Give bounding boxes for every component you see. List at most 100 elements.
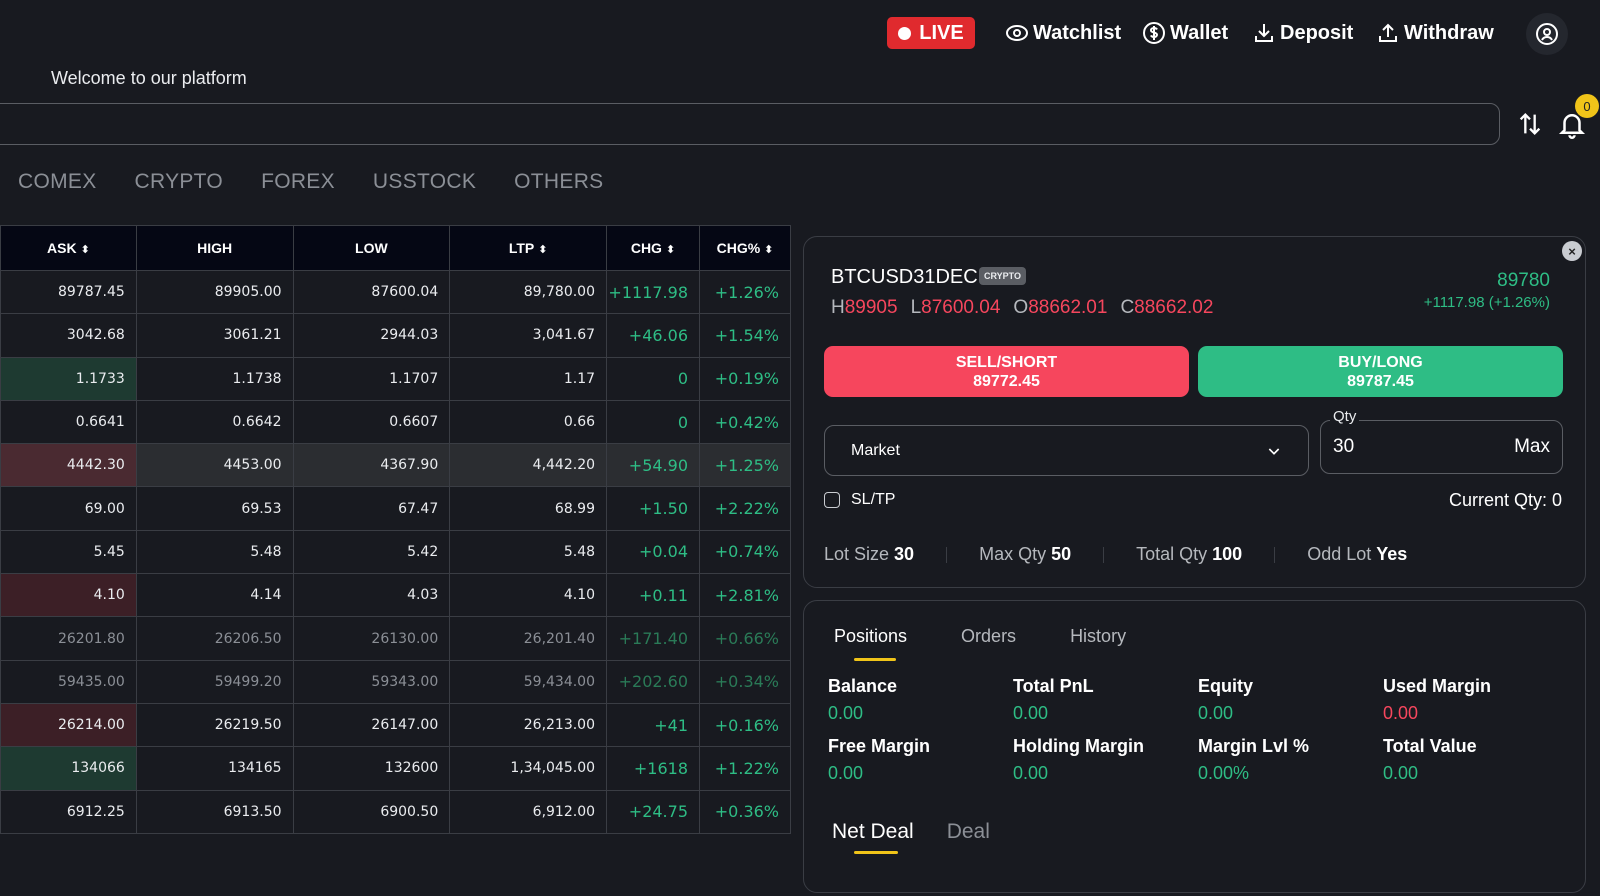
cell-chgp: +1.26% — [699, 269, 791, 315]
live-badge[interactable]: LIVE — [887, 17, 975, 49]
cell-chg: +1117.98 — [606, 269, 700, 315]
stat-total-pnl: Total PnL 0.00 — [1013, 676, 1094, 723]
sell-short-button[interactable]: SELL/SHORT 89772.45 — [824, 346, 1189, 397]
ohlc-close: 88662.02 — [1134, 297, 1214, 318]
cell-ltp: 4,442.20 — [449, 443, 608, 488]
close-icon[interactable]: × — [1562, 241, 1582, 261]
order-type-select[interactable]: Market — [824, 425, 1309, 476]
table-row[interactable]: 26201.80 26206.50 26130.00 26,201.40 +17… — [0, 616, 791, 661]
cell-low: 26147.00 — [292, 702, 451, 748]
nav-deposit[interactable]: Deposit — [1252, 19, 1353, 47]
cell-chg: +202.60 — [606, 659, 700, 704]
live-dot-icon — [898, 26, 912, 40]
tab-positions[interactable]: Positions — [834, 626, 908, 661]
qty-label: Qty — [1330, 408, 1360, 425]
cell-ltp: 59,434.00 — [449, 659, 608, 704]
tab-crypto[interactable]: CRYPTO — [134, 170, 224, 193]
cell-chg: +1618 — [606, 746, 700, 791]
tab-net-deal[interactable]: Net Deal — [832, 820, 914, 854]
table-row[interactable]: 6912.25 6913.50 6900.50 6,912.00 +24.75 … — [0, 789, 791, 834]
cell-chg: +171.40 — [606, 616, 700, 661]
nav-wallet[interactable]: Wallet — [1142, 19, 1228, 47]
positions-tabs: Positions Orders History — [834, 626, 1127, 661]
cell-ltp: 26,213.00 — [449, 702, 608, 748]
tab-comex[interactable]: COMEX — [18, 170, 97, 193]
table-row[interactable]: 89787.45 89905.00 87600.04 89,780.00 +11… — [0, 269, 791, 315]
col-chgp[interactable]: CHG% ⬍ — [699, 225, 791, 271]
cell-low: 87600.04 — [292, 269, 451, 315]
cell-chgp: +2.81% — [699, 573, 791, 618]
cell-low: 4367.90 — [292, 443, 451, 488]
tab-forex[interactable]: FOREX — [261, 170, 335, 193]
cell-ask: 134066 — [0, 746, 137, 791]
table-row[interactable]: 1.1733 1.1738 1.1707 1.17 0 +0.19% — [0, 356, 791, 401]
profile-button[interactable] — [1526, 13, 1568, 55]
table-row[interactable]: 4.10 4.14 4.03 4.10 +0.11 +2.81% — [0, 573, 791, 618]
search-input[interactable] — [0, 103, 1500, 145]
cell-chgp: +0.74% — [699, 529, 791, 575]
eye-icon — [1006, 25, 1028, 41]
cell-chgp: +0.34% — [699, 659, 791, 704]
chevron-down-icon — [1268, 447, 1280, 455]
table-row[interactable]: 69.00 69.53 67.47 68.99 +1.50 +2.22% — [0, 486, 791, 531]
cell-chgp: +0.66% — [699, 616, 791, 661]
tab-deal[interactable]: Deal — [946, 820, 990, 843]
stat-margin-level: Margin Lvl % 0.00% — [1198, 736, 1310, 783]
cell-chg: +1.50 — [606, 486, 700, 531]
sltp-checkbox[interactable] — [824, 492, 840, 508]
table-row[interactable]: 5.45 5.48 5.42 5.48 +0.04 +0.74% — [0, 529, 791, 575]
sort-arrows-icon[interactable] — [1516, 110, 1544, 138]
cell-low: 6900.50 — [292, 789, 451, 834]
tab-others[interactable]: OTHERS — [514, 170, 604, 193]
col-chg[interactable]: CHG ⬍ — [606, 225, 700, 271]
cell-low: 1.1707 — [292, 356, 451, 401]
last-price: 89780 — [1497, 270, 1550, 291]
table-row[interactable]: 0.6641 0.6642 0.6607 0.66 0 +0.42% — [0, 399, 791, 445]
qty-input[interactable] — [1333, 436, 1413, 458]
cell-chgp: +1.54% — [699, 313, 791, 358]
cell-ltp: 4.10 — [449, 573, 608, 618]
cell-low: 4.03 — [292, 573, 451, 618]
stat-free-margin: Free Margin 0.00 — [828, 736, 931, 783]
table-row[interactable]: 26214.00 26219.50 26147.00 26,213.00 +41… — [0, 702, 791, 748]
ohlc-line: H89905 L87600.04 O88662.01 C88662.02 — [831, 297, 1214, 318]
col-ask[interactable]: ASK ⬍ — [0, 225, 137, 271]
cell-ltp: 3,041.67 — [449, 313, 608, 358]
cell-high: 1.1738 — [135, 356, 294, 401]
nav-withdraw[interactable]: Withdraw — [1376, 19, 1494, 47]
bell-icon[interactable] — [1557, 108, 1587, 140]
qty-field: Max — [1320, 420, 1563, 474]
table-row[interactable]: 4442.30 4453.00 4367.90 4,442.20 +54.90 … — [0, 443, 791, 488]
user-circle-icon — [1536, 23, 1558, 45]
cell-ltp: 6,912.00 — [449, 789, 608, 834]
table-row[interactable]: 59435.00 59499.20 59343.00 59,434.00 +20… — [0, 659, 791, 704]
cell-chg: +54.90 — [606, 443, 700, 488]
sort-icon: ⬍ — [80, 244, 90, 256]
divider — [1274, 546, 1276, 563]
cell-ask: 0.6641 — [0, 399, 137, 445]
max-button[interactable]: Max — [1514, 436, 1550, 457]
col-ltp[interactable]: LTP ⬍ — [449, 225, 608, 271]
sell-label: SELL/SHORT — [955, 353, 1058, 371]
sltp-toggle[interactable]: SL/TP — [824, 491, 895, 509]
nav-watchlist[interactable]: Watchlist — [1005, 19, 1121, 47]
order-panel — [803, 236, 1586, 588]
divider — [1103, 546, 1105, 563]
buy-label: BUY/LONG — [1338, 353, 1423, 371]
cell-high: 0.6642 — [135, 399, 294, 445]
table-row[interactable]: 134066 134165 132600 1,34,045.00 +1618 +… — [0, 746, 791, 791]
cell-ltp: 26,201.40 — [449, 616, 608, 661]
nav-watchlist-label: Watchlist — [1033, 21, 1122, 44]
nav-deposit-label: Deposit — [1280, 21, 1354, 44]
table-row[interactable]: 3042.68 3061.21 2944.03 3,041.67 +46.06 … — [0, 313, 791, 358]
cell-chgp: +0.16% — [699, 702, 791, 748]
cell-chg: +24.75 — [606, 789, 700, 834]
max-qty: Max Qty 50 — [979, 544, 1072, 564]
buy-long-button[interactable]: BUY/LONG 89787.45 — [1198, 346, 1563, 397]
cell-high: 26219.50 — [135, 702, 294, 748]
tab-history[interactable]: History — [1070, 626, 1127, 646]
tab-usstock[interactable]: USSTOCK — [372, 170, 477, 193]
order-type-value: Market — [851, 441, 900, 459]
tab-orders[interactable]: Orders — [961, 626, 1017, 646]
cell-chgp: +0.42% — [699, 399, 791, 445]
